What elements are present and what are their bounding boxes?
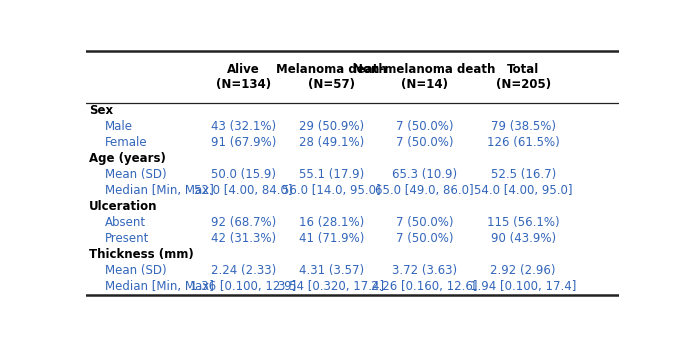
Text: Ulceration: Ulceration [89, 200, 157, 213]
Text: Male: Male [105, 120, 133, 133]
Text: 29 (50.9%): 29 (50.9%) [299, 120, 364, 133]
Text: 28 (49.1%): 28 (49.1%) [299, 136, 364, 149]
Text: 2.26 [0.160, 12.6]: 2.26 [0.160, 12.6] [372, 280, 478, 293]
Text: 2.92 (2.96): 2.92 (2.96) [491, 264, 556, 277]
Text: 52.5 (16.7): 52.5 (16.7) [491, 168, 556, 181]
Text: Mean (SD): Mean (SD) [105, 168, 166, 181]
Text: 3.54 [0.320, 17.4]: 3.54 [0.320, 17.4] [278, 280, 385, 293]
Text: 42 (31.3%): 42 (31.3%) [211, 232, 276, 245]
Text: 16 (28.1%): 16 (28.1%) [299, 216, 364, 229]
Text: 3.72 (3.63): 3.72 (3.63) [392, 264, 457, 277]
Text: 79 (38.5%): 79 (38.5%) [491, 120, 556, 133]
Text: 2.24 (2.33): 2.24 (2.33) [211, 264, 276, 277]
Text: Sex: Sex [89, 104, 113, 117]
Text: 4.31 (3.57): 4.31 (3.57) [299, 264, 364, 277]
Text: 50.0 (15.9): 50.0 (15.9) [211, 168, 276, 181]
Text: 92 (68.7%): 92 (68.7%) [211, 216, 276, 229]
Text: Absent: Absent [105, 216, 146, 229]
Text: 7 (50.0%): 7 (50.0%) [396, 216, 453, 229]
Text: 65.3 (10.9): 65.3 (10.9) [392, 168, 457, 181]
Text: 90 (43.9%): 90 (43.9%) [491, 232, 556, 245]
Text: Thickness (mm): Thickness (mm) [89, 248, 193, 261]
Text: 56.0 [14.0, 95.0]: 56.0 [14.0, 95.0] [282, 184, 380, 197]
Text: 91 (67.9%): 91 (67.9%) [211, 136, 276, 149]
Text: 52.0 [4.00, 84.0]: 52.0 [4.00, 84.0] [194, 184, 292, 197]
Text: Melanoma death
(N=57): Melanoma death (N=57) [276, 63, 387, 91]
Text: Present: Present [105, 232, 149, 245]
Text: 54.0 [4.00, 95.0]: 54.0 [4.00, 95.0] [474, 184, 572, 197]
Text: 7 (50.0%): 7 (50.0%) [396, 232, 453, 245]
Text: 126 (61.5%): 126 (61.5%) [487, 136, 559, 149]
Text: 7 (50.0%): 7 (50.0%) [396, 136, 453, 149]
Text: Mean (SD): Mean (SD) [105, 264, 166, 277]
Text: 7 (50.0%): 7 (50.0%) [396, 120, 453, 133]
Text: Median [Min, Max]: Median [Min, Max] [105, 184, 213, 197]
Text: 1.94 [0.100, 17.4]: 1.94 [0.100, 17.4] [470, 280, 577, 293]
Text: 41 (71.9%): 41 (71.9%) [299, 232, 364, 245]
Text: Total
(N=205): Total (N=205) [495, 63, 551, 91]
Text: 65.0 [49.0, 86.0]: 65.0 [49.0, 86.0] [375, 184, 474, 197]
Text: 115 (56.1%): 115 (56.1%) [487, 216, 559, 229]
Text: 1.36 [0.100, 12.9]: 1.36 [0.100, 12.9] [190, 280, 297, 293]
Text: 43 (32.1%): 43 (32.1%) [211, 120, 276, 133]
Text: Alive
(N=134): Alive (N=134) [216, 63, 271, 91]
Text: 55.1 (17.9): 55.1 (17.9) [299, 168, 364, 181]
Text: Female: Female [105, 136, 147, 149]
Text: Non-melanoma death
(N=14): Non-melanoma death (N=14) [354, 63, 496, 91]
Text: Median [Min, Max]: Median [Min, Max] [105, 280, 213, 293]
Text: Age (years): Age (years) [89, 152, 166, 165]
